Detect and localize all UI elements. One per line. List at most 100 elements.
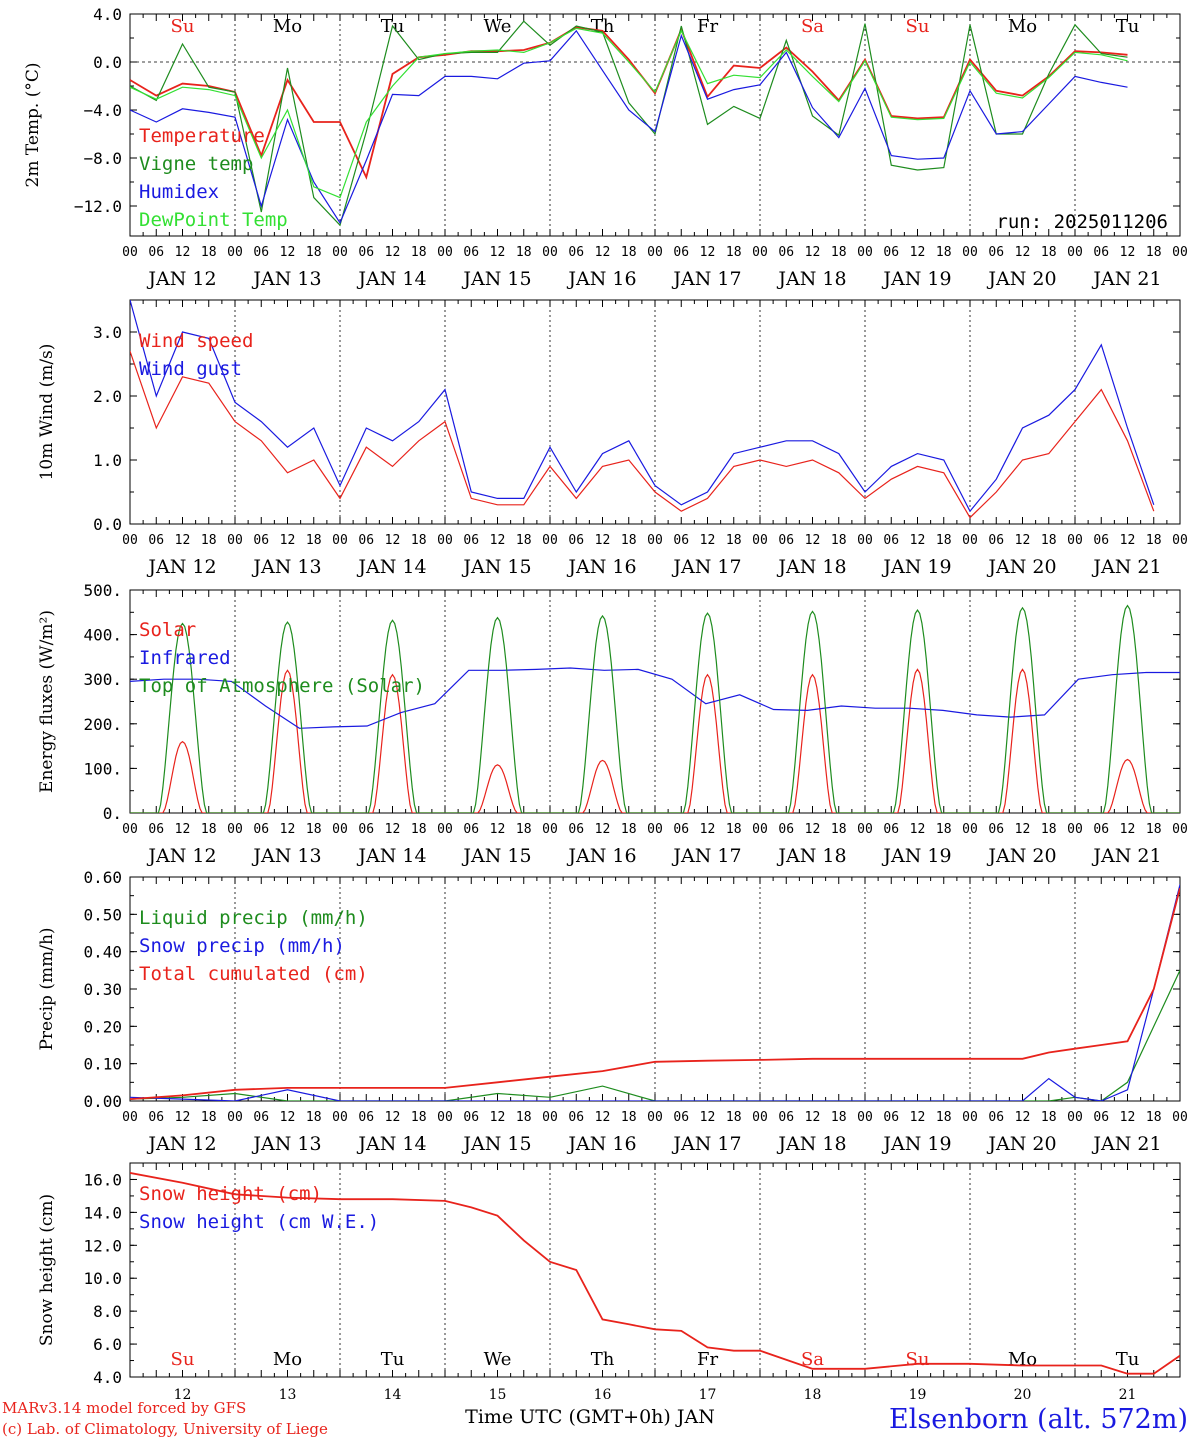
hour-label: 06 [358, 245, 374, 260]
hour-label: 18 [1041, 533, 1057, 548]
hour-label: 12 [385, 1110, 401, 1125]
hour-label: 06 [253, 245, 269, 260]
credit-line: (c) Lab. of Climatology, University of L… [2, 1420, 328, 1438]
series-group [130, 604, 1180, 813]
hour-label: 18 [306, 822, 322, 837]
day-label: JAN 13 [251, 845, 321, 867]
day-label: JAN 12 [146, 268, 216, 290]
day-number: 15 [489, 1387, 507, 1403]
hour-label: 18 [201, 245, 217, 260]
day-label: JAN 14 [356, 556, 426, 578]
hour-label: 18 [1041, 245, 1057, 260]
hour-label: 06 [1093, 245, 1109, 260]
y-tick-label: 0.0 [93, 515, 122, 534]
hour-label: 06 [148, 1110, 164, 1125]
hour-label: 06 [358, 822, 374, 837]
hour-label: 00 [437, 1110, 453, 1125]
hour-label: 00 [332, 822, 348, 837]
hour-label: 06 [1093, 822, 1109, 837]
hour-label: 18 [726, 533, 742, 548]
y-tick-label: 0.00 [83, 1092, 122, 1111]
hour-label: 18 [936, 1110, 952, 1125]
hour-label: 12 [280, 533, 296, 548]
hour-label: 06 [673, 822, 689, 837]
series-line-0-1 [130, 20, 1128, 227]
hour-label: 00 [332, 1110, 348, 1125]
hour-label: 06 [148, 533, 164, 548]
hour-label: 06 [253, 533, 269, 548]
hour-label: 00 [857, 822, 873, 837]
day-label: JAN 16 [566, 845, 636, 867]
hour-label: 12 [910, 1110, 926, 1125]
hour-label: 00 [1067, 245, 1083, 260]
day-label: JAN 17 [671, 1133, 741, 1155]
day-label: JAN 21 [1091, 268, 1161, 290]
weekday-label: Su [171, 1349, 195, 1370]
day-label: JAN 17 [671, 556, 741, 578]
hour-label: 00 [752, 1110, 768, 1125]
series-line-2-1 [130, 667, 1180, 729]
station-name: Elsenborn (alt. 572m) [889, 1404, 1188, 1435]
hour-label: 00 [122, 533, 138, 548]
y-tick-label: 8.0 [93, 1302, 122, 1321]
y-axis-label: Precip (mm/h) [37, 927, 57, 1050]
hour-label: 18 [1041, 822, 1057, 837]
day-label: JAN 15 [461, 268, 531, 290]
hour-label: 06 [568, 533, 584, 548]
weekday-label: We [484, 16, 512, 37]
series-line-3-0 [130, 970, 1180, 1101]
series-group [130, 20, 1128, 227]
legend-entry: Total cumulated (cm) [139, 963, 368, 985]
series-line-1-1 [130, 300, 1155, 513]
y-tick-label: 6.0 [93, 1335, 122, 1354]
hour-label: 18 [411, 1110, 427, 1125]
hour-label: 12 [805, 533, 821, 548]
day-label: JAN 18 [776, 556, 846, 578]
day-label: JAN 20 [986, 1133, 1056, 1155]
hour-label: 00 [437, 822, 453, 837]
hour-label: 12 [175, 822, 191, 837]
hour-label: 06 [883, 1110, 899, 1125]
y-tick-label: 4.0 [93, 1368, 122, 1387]
hour-label: 00 [647, 245, 663, 260]
hour-label: 00 [1067, 822, 1083, 837]
hour-label: 18 [621, 245, 637, 260]
hour-label: 00 [122, 1110, 138, 1125]
hour-label: 12 [1120, 533, 1136, 548]
day-label: JAN 19 [881, 845, 951, 867]
hour-label: 12 [280, 1110, 296, 1125]
hour-label: 18 [1146, 533, 1162, 548]
hour-label: 18 [831, 245, 847, 260]
hour-label: 06 [568, 1110, 584, 1125]
hour-label: 06 [568, 822, 584, 837]
day-label: JAN 13 [251, 268, 321, 290]
hour-label: 12 [1015, 533, 1031, 548]
hour-label: 12 [385, 822, 401, 837]
weekday-label: Mo [273, 16, 302, 37]
hour-label: 18 [201, 1110, 217, 1125]
hour-label: 12 [910, 533, 926, 548]
hour-label: 18 [516, 533, 532, 548]
series-line-2-0 [130, 668, 1180, 813]
hour-label: 06 [673, 533, 689, 548]
credit-line: MARv3.14 model forced by GFS [2, 1399, 246, 1417]
panel-2: 3.0 2.0 1.0 0.0 10m Wind (m/s) 00 06 12 18 00 06 12… [37, 299, 1188, 578]
hour-label: 06 [988, 822, 1004, 837]
y-tick-label: 4.0 [93, 5, 122, 24]
hour-label: 00 [962, 1110, 978, 1125]
weekday-label: Fr [697, 1349, 718, 1370]
y-tick-label: 1.0 [93, 451, 122, 470]
hour-label: 12 [385, 533, 401, 548]
hour-label: 18 [306, 1110, 322, 1125]
hour-label: 18 [936, 245, 952, 260]
series-line-3-1 [130, 884, 1180, 1101]
day-number: 14 [384, 1387, 402, 1403]
hour-label: 00 [1172, 245, 1188, 260]
hour-label: 12 [700, 1110, 716, 1125]
hour-label: 12 [1120, 1110, 1136, 1125]
hour-label: 06 [1093, 533, 1109, 548]
hour-label: 00 [227, 245, 243, 260]
weekday-label: We [484, 1349, 512, 1370]
hour-label: 18 [411, 245, 427, 260]
day-label: JAN 13 [251, 1133, 321, 1155]
